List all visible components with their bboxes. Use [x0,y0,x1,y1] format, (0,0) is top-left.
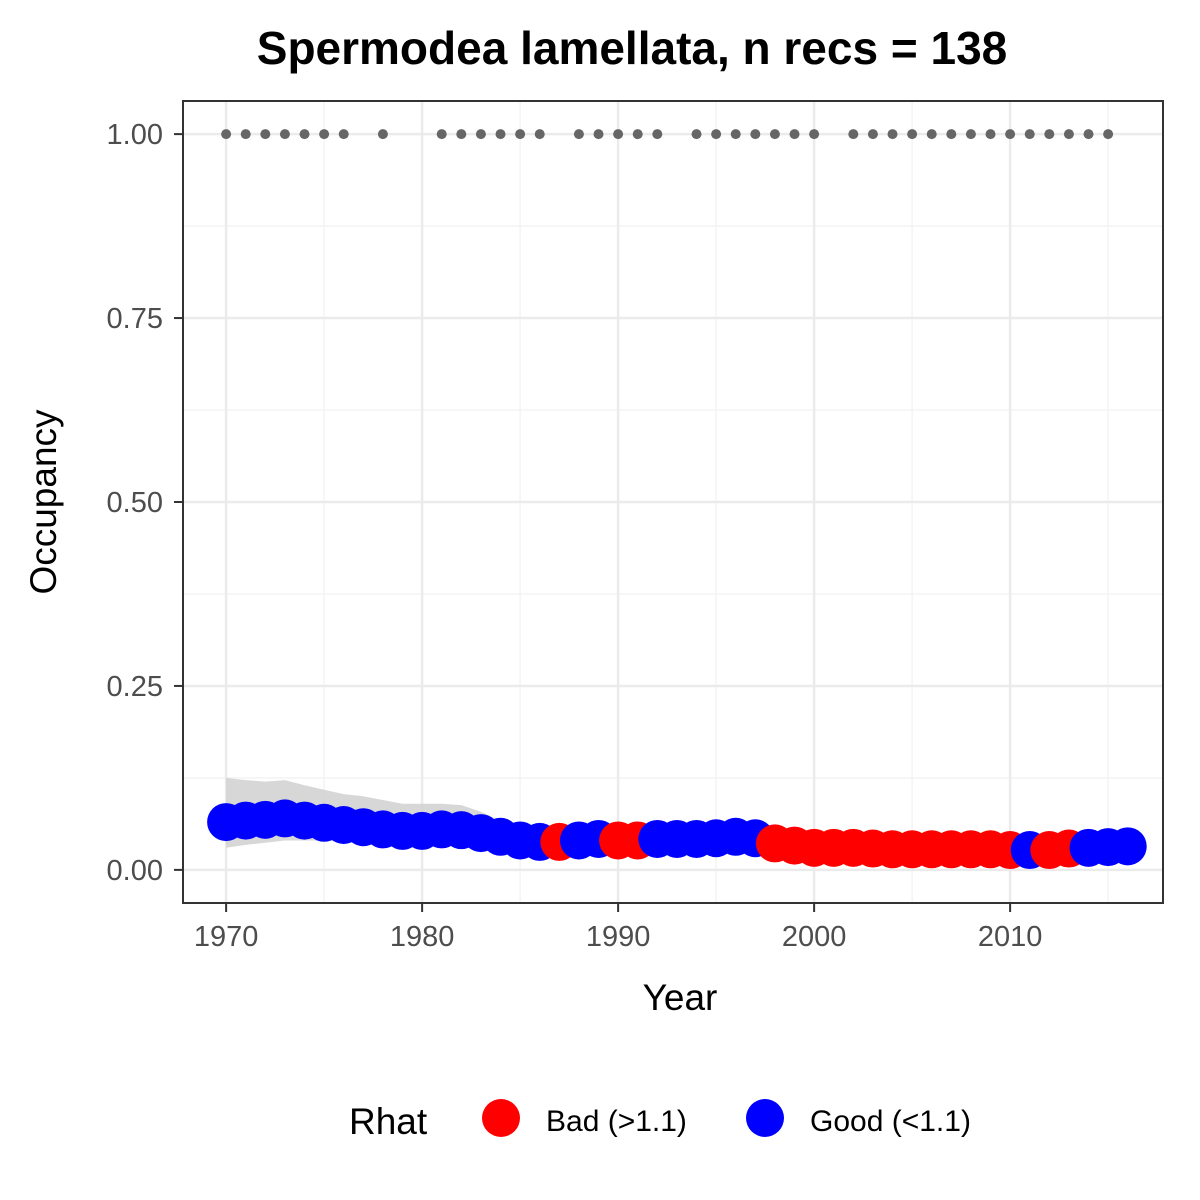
x-tick-label: 1990 [586,921,651,953]
record-point [652,129,663,140]
x-tick-label: 1980 [390,921,455,953]
legend: Rhat Bad (>1.1) Good (<1.1) [349,1099,971,1142]
record-point [769,129,780,140]
record-point [711,129,722,140]
record-point [377,129,388,140]
record-point [1103,129,1114,140]
record-point [319,129,330,140]
y-tick-label: 1.00 [107,119,163,151]
major-gridlines [183,101,1163,903]
x-tick-label: 2000 [782,921,847,953]
record-point [691,129,702,140]
record-point [1083,129,1094,140]
record-point [750,129,761,140]
record-point [985,129,996,140]
occupancy-points [207,799,1147,870]
occupancy-point [1108,827,1147,866]
record-point [1024,129,1035,140]
record-point [907,129,918,140]
record-point [593,129,604,140]
record-point [809,129,820,140]
record-point [613,129,624,140]
record-point [1063,129,1074,140]
record-point [260,129,271,140]
y-tick-label: 0.50 [107,487,163,519]
y-tick-label: 0.00 [107,855,163,887]
record-point [221,129,232,140]
y-tick-label: 0.25 [107,671,163,703]
legend-label-bad: Bad (>1.1) [546,1105,687,1138]
record-points [221,129,1114,140]
record-point [1044,129,1055,140]
record-point [515,129,526,140]
record-point [632,129,643,140]
record-point [730,129,741,140]
x-axis-title: Year [643,977,718,1018]
record-point [887,129,898,140]
y-axis-ticks: 0.00 0.25 0.50 0.75 1.00 [107,119,183,887]
legend-label-good: Good (<1.1) [810,1105,971,1138]
record-point [495,129,506,140]
record-point [946,129,957,140]
legend-key-bad [482,1099,520,1137]
record-point [456,129,467,140]
record-point [573,129,584,140]
record-point [965,129,976,140]
record-point [534,129,545,140]
x-tick-label: 1970 [194,921,259,953]
record-point [848,129,859,140]
record-point [475,129,486,140]
x-axis-ticks: 1970 1980 1990 2000 2010 [194,903,1043,953]
record-point [279,129,290,140]
record-point [436,129,447,140]
chart-title: Spermodea lamellata, n recs = 138 [257,22,1007,74]
record-point [338,129,349,140]
record-point [299,129,310,140]
record-point [240,129,251,140]
record-point [926,129,937,140]
legend-key-good [746,1099,784,1137]
x-tick-label: 2010 [978,921,1043,953]
record-point [1005,129,1016,140]
legend-title: Rhat [349,1101,428,1142]
y-axis-title: Occupancy [23,409,64,595]
record-point [867,129,878,140]
record-point [789,129,800,140]
y-tick-label: 0.75 [107,303,163,335]
